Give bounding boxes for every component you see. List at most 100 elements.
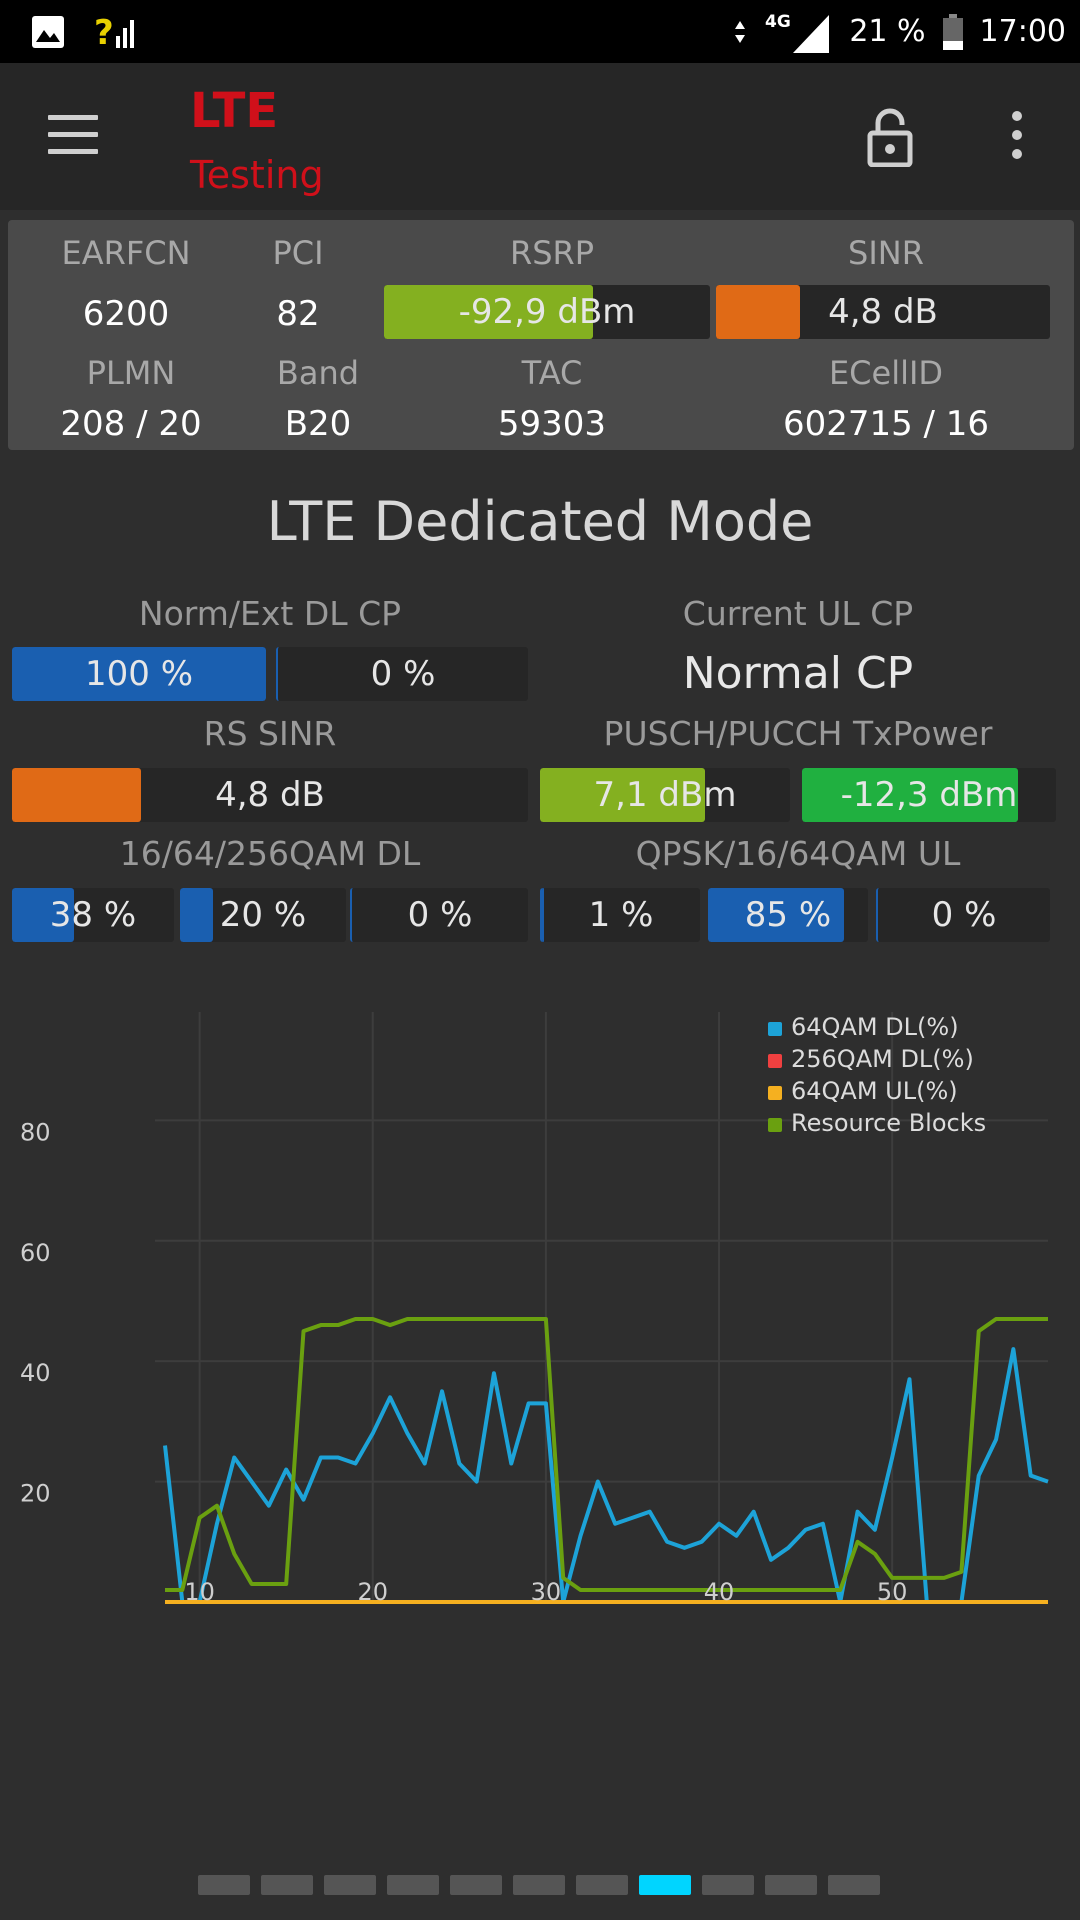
svg-text:4G: 4G — [765, 12, 791, 32]
y-tick-label: 60 — [20, 1239, 51, 1267]
app-title: LTE — [190, 83, 279, 139]
status-bar: ? 4G 21 % 17:00 — [0, 0, 1080, 63]
rsrp-bar: -92,9 dBm — [384, 285, 710, 339]
band-value: B20 — [284, 404, 352, 444]
ul-16qam-fill — [708, 888, 844, 942]
ul-qam-label: QPSK/16/64QAM UL — [635, 834, 961, 873]
dl-cp-label: Norm/Ext DL CP — [138, 594, 402, 633]
y-tick-label: 80 — [20, 1118, 51, 1146]
dl-64qam-bar: 20 % — [180, 888, 346, 942]
legend-swatch — [768, 1086, 782, 1100]
page-dot[interactable] — [387, 1875, 439, 1895]
dl-16qam-value: 38 % — [49, 895, 137, 935]
legend-swatch — [768, 1054, 782, 1068]
sinr-bar: 4,8 dB — [716, 285, 1050, 339]
dl-cp-normal-value: 100 % — [84, 654, 193, 694]
clock: 17:00 — [979, 14, 1066, 49]
series-line — [165, 1317, 1048, 1592]
rs-sinr-bar: 4,8 dB — [12, 768, 528, 822]
earfcn-value: 6200 — [82, 294, 170, 334]
data-arrows-icon — [735, 20, 746, 43]
dl-cp-extended-value: 0 % — [370, 654, 436, 694]
dl-cp-normal-bar: 100 % — [12, 647, 266, 701]
more-options-icon[interactable] — [1008, 111, 1026, 159]
ul-64qam-value: 0 % — [931, 895, 997, 935]
rs-sinr-label: RS SINR — [203, 714, 337, 753]
sinr-value: 4,8 dB — [828, 292, 938, 332]
legend-label: 256QAM DL(%) — [791, 1045, 974, 1073]
tac-value: 59303 — [497, 404, 607, 444]
dl-16qam-fill — [12, 888, 74, 942]
pucch-bar: -12,3 dBm — [802, 768, 1056, 822]
x-tick-label: 10 — [184, 1578, 215, 1606]
ul-16qam-bar: 85 % — [708, 888, 868, 942]
plmn-label: PLMN — [86, 354, 176, 392]
sinr-bar-fill — [716, 285, 800, 339]
rs-sinr-fill — [12, 768, 141, 822]
x-tick-label: 40 — [704, 1578, 735, 1606]
ul-64qam-bar: 0 % — [876, 888, 1050, 942]
modulation-chart: 20 40 60 80 10 20 30 40 50 64QAM DL(%) 256QAM DL(%… — [20, 1012, 1049, 1606]
page-dot[interactable] — [576, 1875, 628, 1895]
x-tick-label: 30 — [531, 1578, 562, 1606]
battery-icon — [942, 13, 963, 50]
legend-swatch — [768, 1022, 782, 1036]
page-dot[interactable] — [702, 1875, 754, 1895]
page-dot[interactable] — [198, 1875, 250, 1895]
rs-sinr-value: 4,8 dB — [215, 775, 325, 815]
pucch-fill — [802, 768, 1018, 822]
app-bar: LTE Testing — [0, 63, 1080, 210]
band-label: Band — [276, 354, 360, 392]
legend-swatch — [768, 1118, 782, 1132]
page-dot[interactable] — [828, 1875, 880, 1895]
pucch-value: -12,3 dBm — [840, 775, 1018, 815]
svg-text:?: ? — [94, 13, 114, 52]
battery-percent: 21 % — [849, 14, 926, 49]
ul-qpsk-bar: 1 % — [540, 888, 700, 942]
page-indicator — [198, 1875, 880, 1895]
ul-cp-label: Current UL CP — [682, 594, 914, 633]
y-tick-label: 20 — [20, 1480, 51, 1508]
ul-cp-value: Normal CP — [682, 648, 914, 699]
ecellid-label: ECellID — [828, 354, 944, 392]
txpower-label: PUSCH/PUCCH TxPower — [603, 714, 993, 753]
legend-label: Resource Blocks — [791, 1109, 986, 1137]
page-dot-active[interactable] — [639, 1875, 691, 1895]
rsrp-label: RSRP — [509, 234, 595, 272]
ul-16qam-value: 85 % — [744, 895, 832, 935]
tac-label: TAC — [521, 354, 583, 392]
dl-16qam-bar: 38 % — [12, 888, 174, 942]
unlock-icon[interactable] — [866, 107, 914, 167]
x-tick-label: 20 — [357, 1578, 388, 1606]
ecellid-value: 602715 / 16 — [782, 404, 990, 444]
cell-info-card: EARFCN PCI RSRP SINR 6200 82 -92,9 dBm 4… — [8, 220, 1074, 450]
pusch-bar: 7,1 dBm — [540, 768, 790, 822]
page-dot[interactable] — [450, 1875, 502, 1895]
dl-64qam-fill — [180, 888, 214, 942]
page-dot[interactable] — [765, 1875, 817, 1895]
rsrp-value: -92,9 dBm — [458, 292, 636, 332]
rsrp-bar-fill — [384, 285, 593, 339]
lte-signal-icon: 4G — [765, 12, 830, 53]
legend-label: 64QAM DL(%) — [791, 1013, 959, 1041]
x-tick-label: 50 — [877, 1578, 908, 1606]
mode-title: LTE Dedicated Mode — [266, 490, 814, 553]
earfcn-label: EARFCN — [61, 234, 191, 272]
no-signal-sim-icon: ? — [94, 13, 134, 52]
ul-qpsk-fill — [542, 888, 544, 942]
page-dot[interactable] — [261, 1875, 313, 1895]
app-subtitle: Testing — [190, 153, 324, 197]
dl-256qam-bar: 0 % — [350, 888, 528, 942]
legend-label: 64QAM UL(%) — [791, 1077, 958, 1105]
dl-cp-normal-fill — [12, 647, 266, 701]
page-dot[interactable] — [513, 1875, 565, 1895]
pci-value: 82 — [276, 294, 320, 334]
hamburger-menu-icon[interactable] — [48, 115, 98, 155]
dl-64qam-value: 20 % — [219, 895, 307, 935]
series-line — [163, 1347, 1049, 1604]
dl-cp-extended-bar: 0 % — [276, 647, 528, 701]
plmn-value: 208 / 20 — [60, 404, 202, 444]
page-dot[interactable] — [324, 1875, 376, 1895]
sinr-label: SINR — [848, 234, 924, 272]
pusch-fill — [540, 768, 705, 822]
